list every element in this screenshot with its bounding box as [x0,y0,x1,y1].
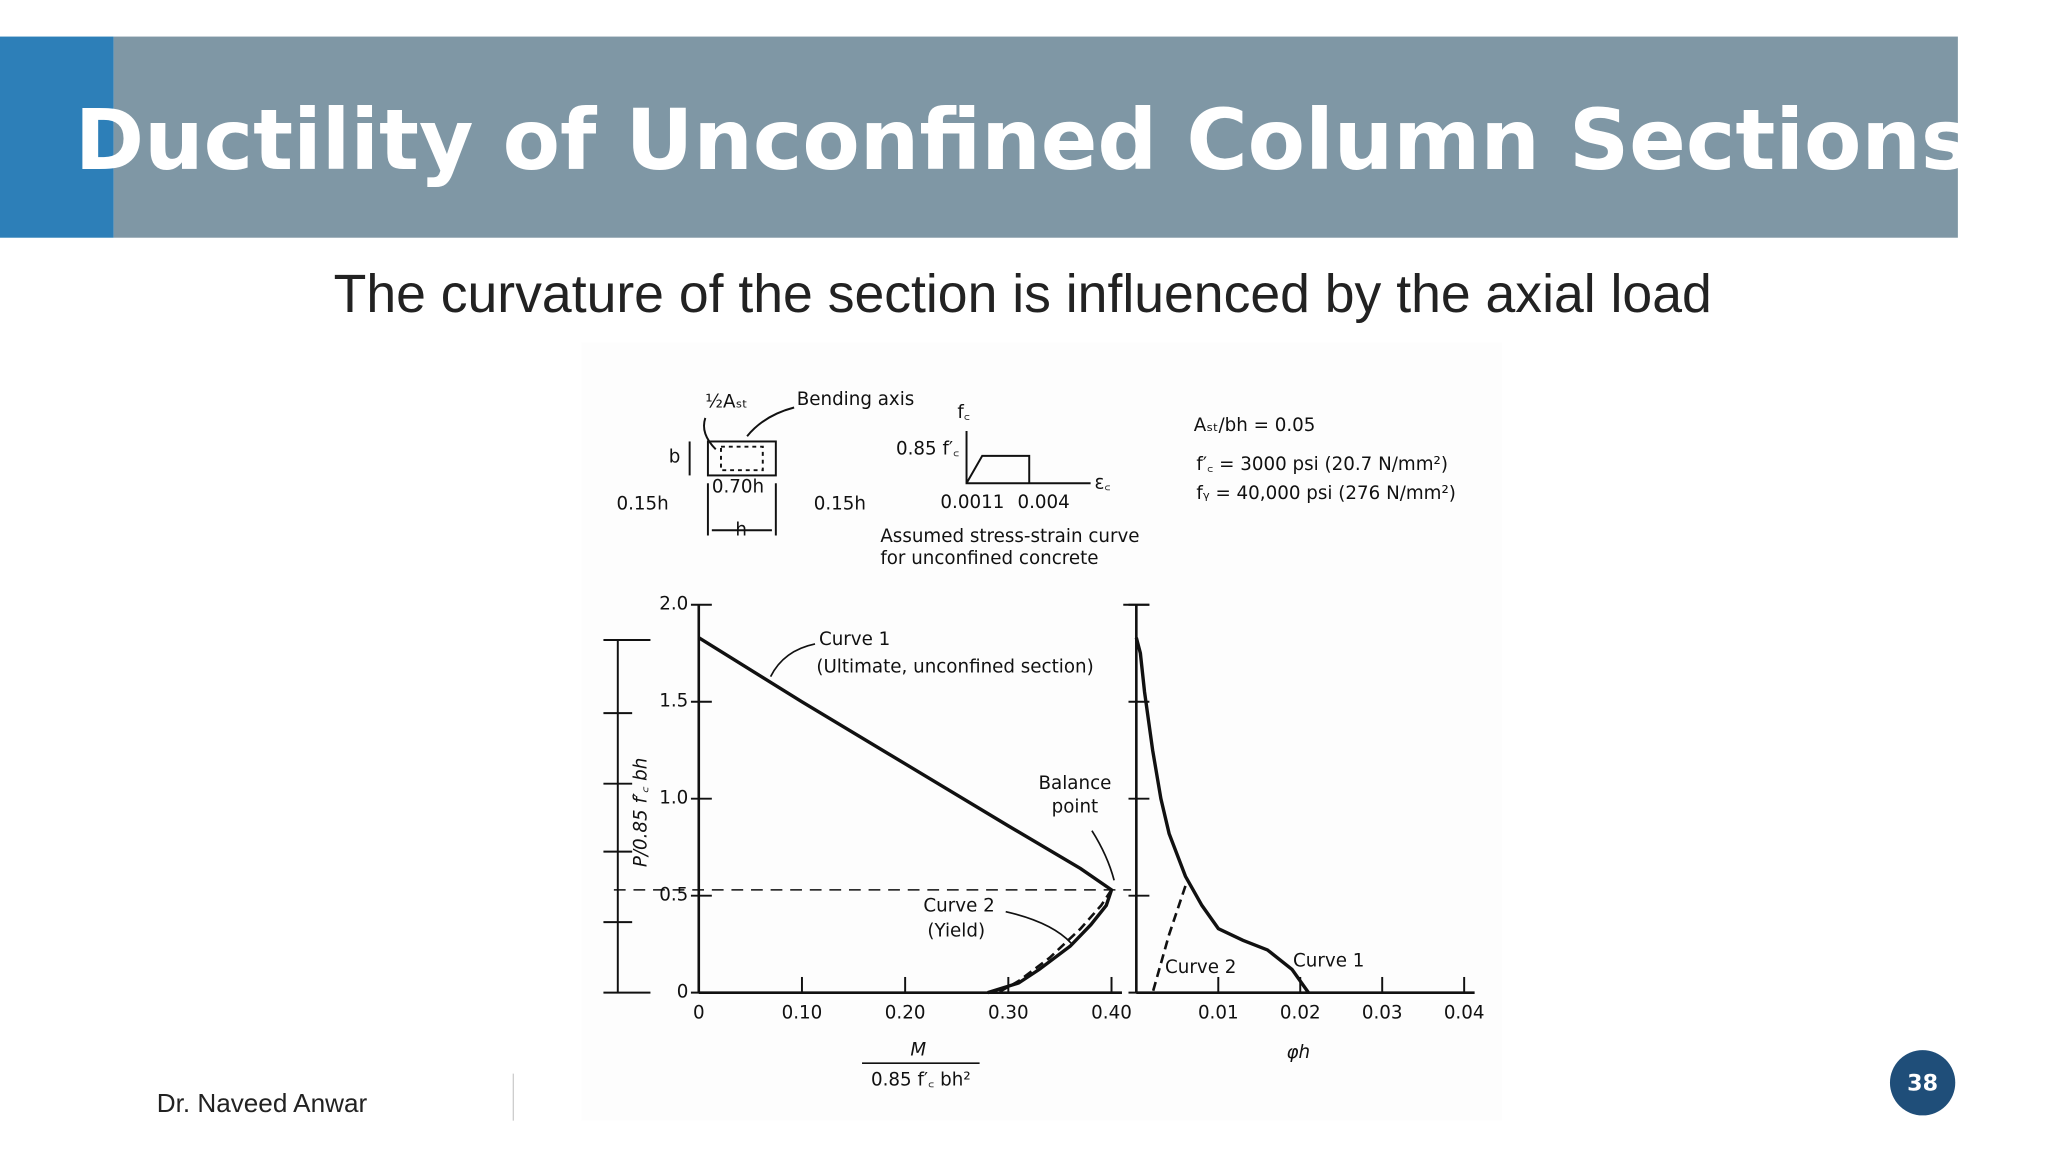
sketch-label: 0.85 f′꜀ [896,439,959,460]
header-accent [0,36,114,238]
arrow [1091,830,1115,881]
page-badge [1889,1050,1956,1116]
series-label: Curve 1 [1293,951,1364,972]
header-band [113,36,1958,238]
sketch-label: b [669,446,681,467]
author: Dr. Naveed Anwar [157,1088,368,1118]
curve [1151,885,1187,994]
x-tick-label: 0.30 [988,1003,1029,1024]
x-tick-label: 0 [693,1003,705,1024]
arrow [703,417,717,450]
y-tick-label: 2.0 [659,594,688,615]
x-tick-label: 0.03 [1362,1003,1403,1024]
sketch-label: h [735,520,747,541]
x-tick-label: 0.40 [1091,1003,1132,1024]
x-tick-label: 0.20 [885,1003,926,1024]
arrow [1005,910,1072,944]
y-tick-label: 1.0 [659,788,688,809]
sketch-label: f꜀ [957,402,970,423]
figure-background [581,342,1503,1121]
section-outline [706,440,777,477]
figure: ½Aₛₜ Bending axis b 0.70h 0.15h 0.15h h … [581,342,1503,1121]
x-axis-label: 0.85 f′꜀ bh² [871,1069,971,1090]
x-axis-label: M [910,1039,926,1060]
charts: 0 0.5 1.0 1.5 2.0 0 0.10 0.20 0.30 0.40 0.01 0.02 0.… [613,594,1485,1090]
annotation: (Ultimate, unconfined section) [816,657,1093,678]
caption: Assumed stress-strain curve [880,526,1139,547]
caption: for unconfined concrete [880,548,1098,569]
arrow [769,643,816,677]
sketch-label: ε꜀ [1095,472,1111,493]
y-tick-label: 1.5 [659,691,688,712]
y-tick-label: 0 [677,982,689,1003]
stress-strain-curve [965,454,1031,484]
sketch-label: 0.15h [616,493,668,514]
curve [997,889,1113,994]
steel-outline [719,445,764,472]
sketch-label: 0.15h [814,493,866,514]
sketch-label: 0.0011 [940,492,1004,513]
parameter: f′꜀ = 3000 psi (20.7 N/mm²) [1196,454,1448,475]
y-tick-label: 0.5 [659,885,688,906]
arrow [746,406,795,437]
x-axis-label: φh [1286,1042,1310,1063]
parameter: fᵧ = 40,000 psi (276 N/mm²) [1196,483,1456,504]
sketch-label: ½Aₛₜ [705,392,747,413]
sketch-label: Bending axis [797,389,915,410]
annotation: (Yield) [927,920,985,941]
slide-title: Ductility of Unconfined Column Sections [75,91,1971,189]
series-label: Curve 2 [1165,957,1236,978]
curve [697,636,1114,995]
series-label: Curve 1 [819,629,890,650]
x-tick-label: 0.02 [1280,1003,1321,1024]
y-axis-label: P/0.85 f′꜀ bh [631,758,652,868]
x-tick-label: 0.10 [782,1003,823,1024]
slide-subtitle: The curvature of the section is influenc… [334,265,1712,324]
series-label: Curve 2 [923,896,994,917]
curve [1134,637,1310,994]
page-number: 38 [1907,1071,1938,1097]
sketch-label: 0.70h [712,476,764,497]
annotation: Balance point [1039,773,1112,818]
x-tick-label: 0.04 [1444,1003,1485,1024]
side-scale [603,639,651,994]
x-tick-label: 0.01 [1198,1003,1239,1024]
sketch-label: 0.004 [1017,492,1069,513]
parameter: Aₛₜ/bh = 0.05 [1194,415,1316,436]
